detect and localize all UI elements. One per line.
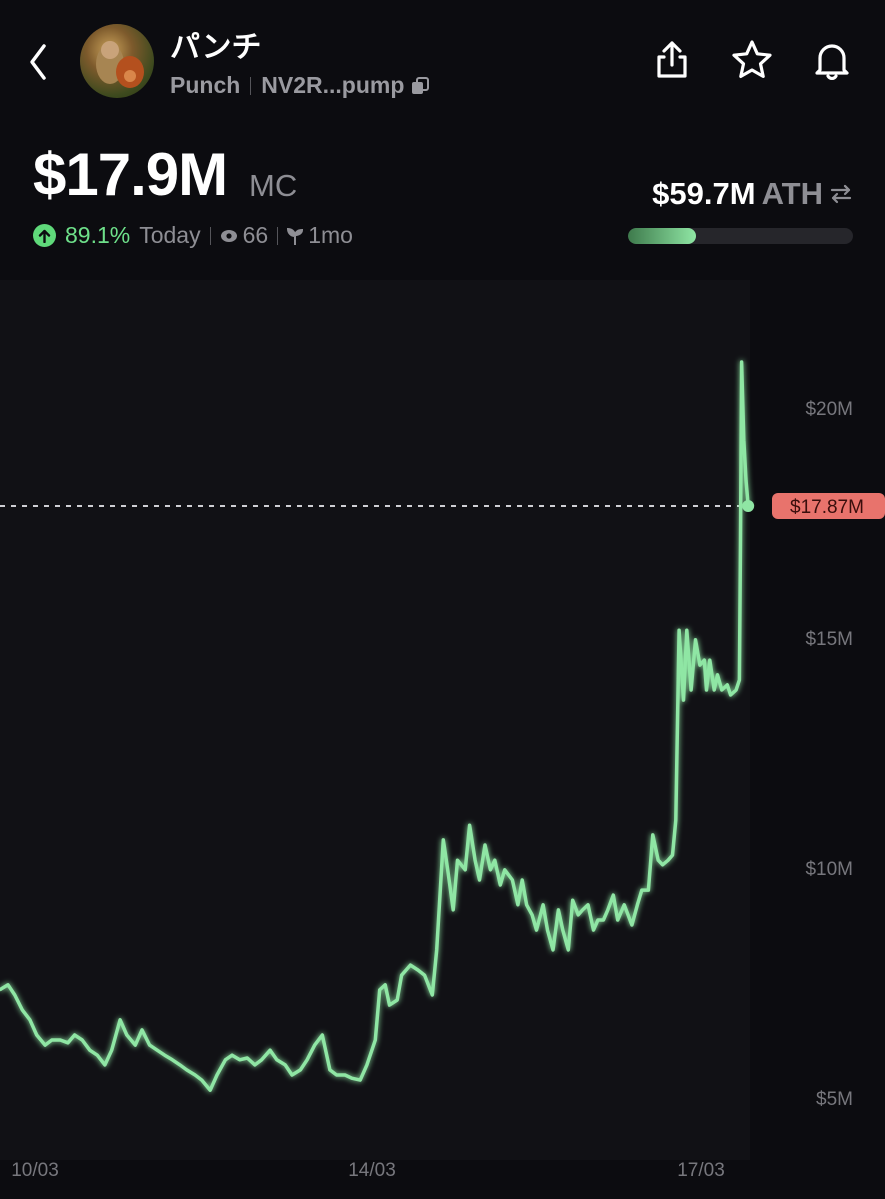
copy-icon[interactable] — [410, 76, 430, 96]
sprout-icon — [287, 227, 304, 245]
market-cap-line — [0, 360, 750, 1092]
y-tick-label: $5M — [816, 1089, 853, 1110]
x-tick-label: 10/03 — [11, 1160, 59, 1181]
token-address[interactable]: NV2R...pump — [261, 72, 405, 98]
ath-display[interactable]: $59.7M ATH — [652, 176, 853, 212]
current-value-tag — [772, 492, 885, 519]
plot-area — [0, 280, 750, 1160]
eye-icon — [220, 229, 237, 242]
token-age: 1mo — [308, 222, 353, 248]
change-percent: 89.1% — [65, 222, 131, 248]
stats-row: 89.1% Today 66 1mo — [33, 222, 353, 249]
x-tick-label: 17/03 — [677, 1160, 725, 1181]
y-tick-label: $20M — [805, 399, 853, 420]
market-cap-value: $17.9M — [33, 141, 228, 208]
ath-label: ATH — [761, 176, 823, 211]
y-tick-label: $10M — [805, 859, 853, 880]
arrow-up-icon — [33, 224, 56, 247]
divider — [277, 226, 279, 245]
market-cap-label: MC — [249, 168, 298, 203]
ath-value: $59.7M — [652, 176, 756, 211]
alert-button[interactable] — [810, 38, 854, 82]
ath-progress-bar — [628, 228, 853, 244]
y-tick-label: $15M — [805, 629, 853, 650]
market-cap-chart[interactable]: $20M $15M $10M $5M 10/03 14/03 17/03 $17.87M — [0, 280, 885, 1199]
bell-icon — [815, 44, 849, 81]
favorite-button[interactable] — [730, 38, 774, 82]
swap-icon[interactable] — [829, 182, 853, 206]
divider — [250, 76, 252, 95]
divider — [209, 226, 211, 245]
views-count: 66 — [242, 222, 269, 248]
token-ticker: Punch — [170, 72, 241, 98]
share-button[interactable] — [650, 38, 694, 82]
x-tick-label: 14/03 — [348, 1160, 396, 1181]
ath-progress-fill — [628, 228, 696, 244]
current-point — [742, 499, 755, 512]
star-icon — [732, 40, 772, 78]
token-name: パンチ — [170, 30, 262, 65]
change-period: Today — [139, 222, 201, 248]
current-value-tag-text: $17.87M — [790, 497, 864, 518]
back-chevron-icon — [30, 44, 46, 80]
back-button[interactable] — [24, 40, 54, 84]
token-subtitle: Punch NV2R...pump — [170, 72, 430, 99]
share-icon — [657, 41, 687, 78]
token-avatar — [80, 24, 154, 98]
